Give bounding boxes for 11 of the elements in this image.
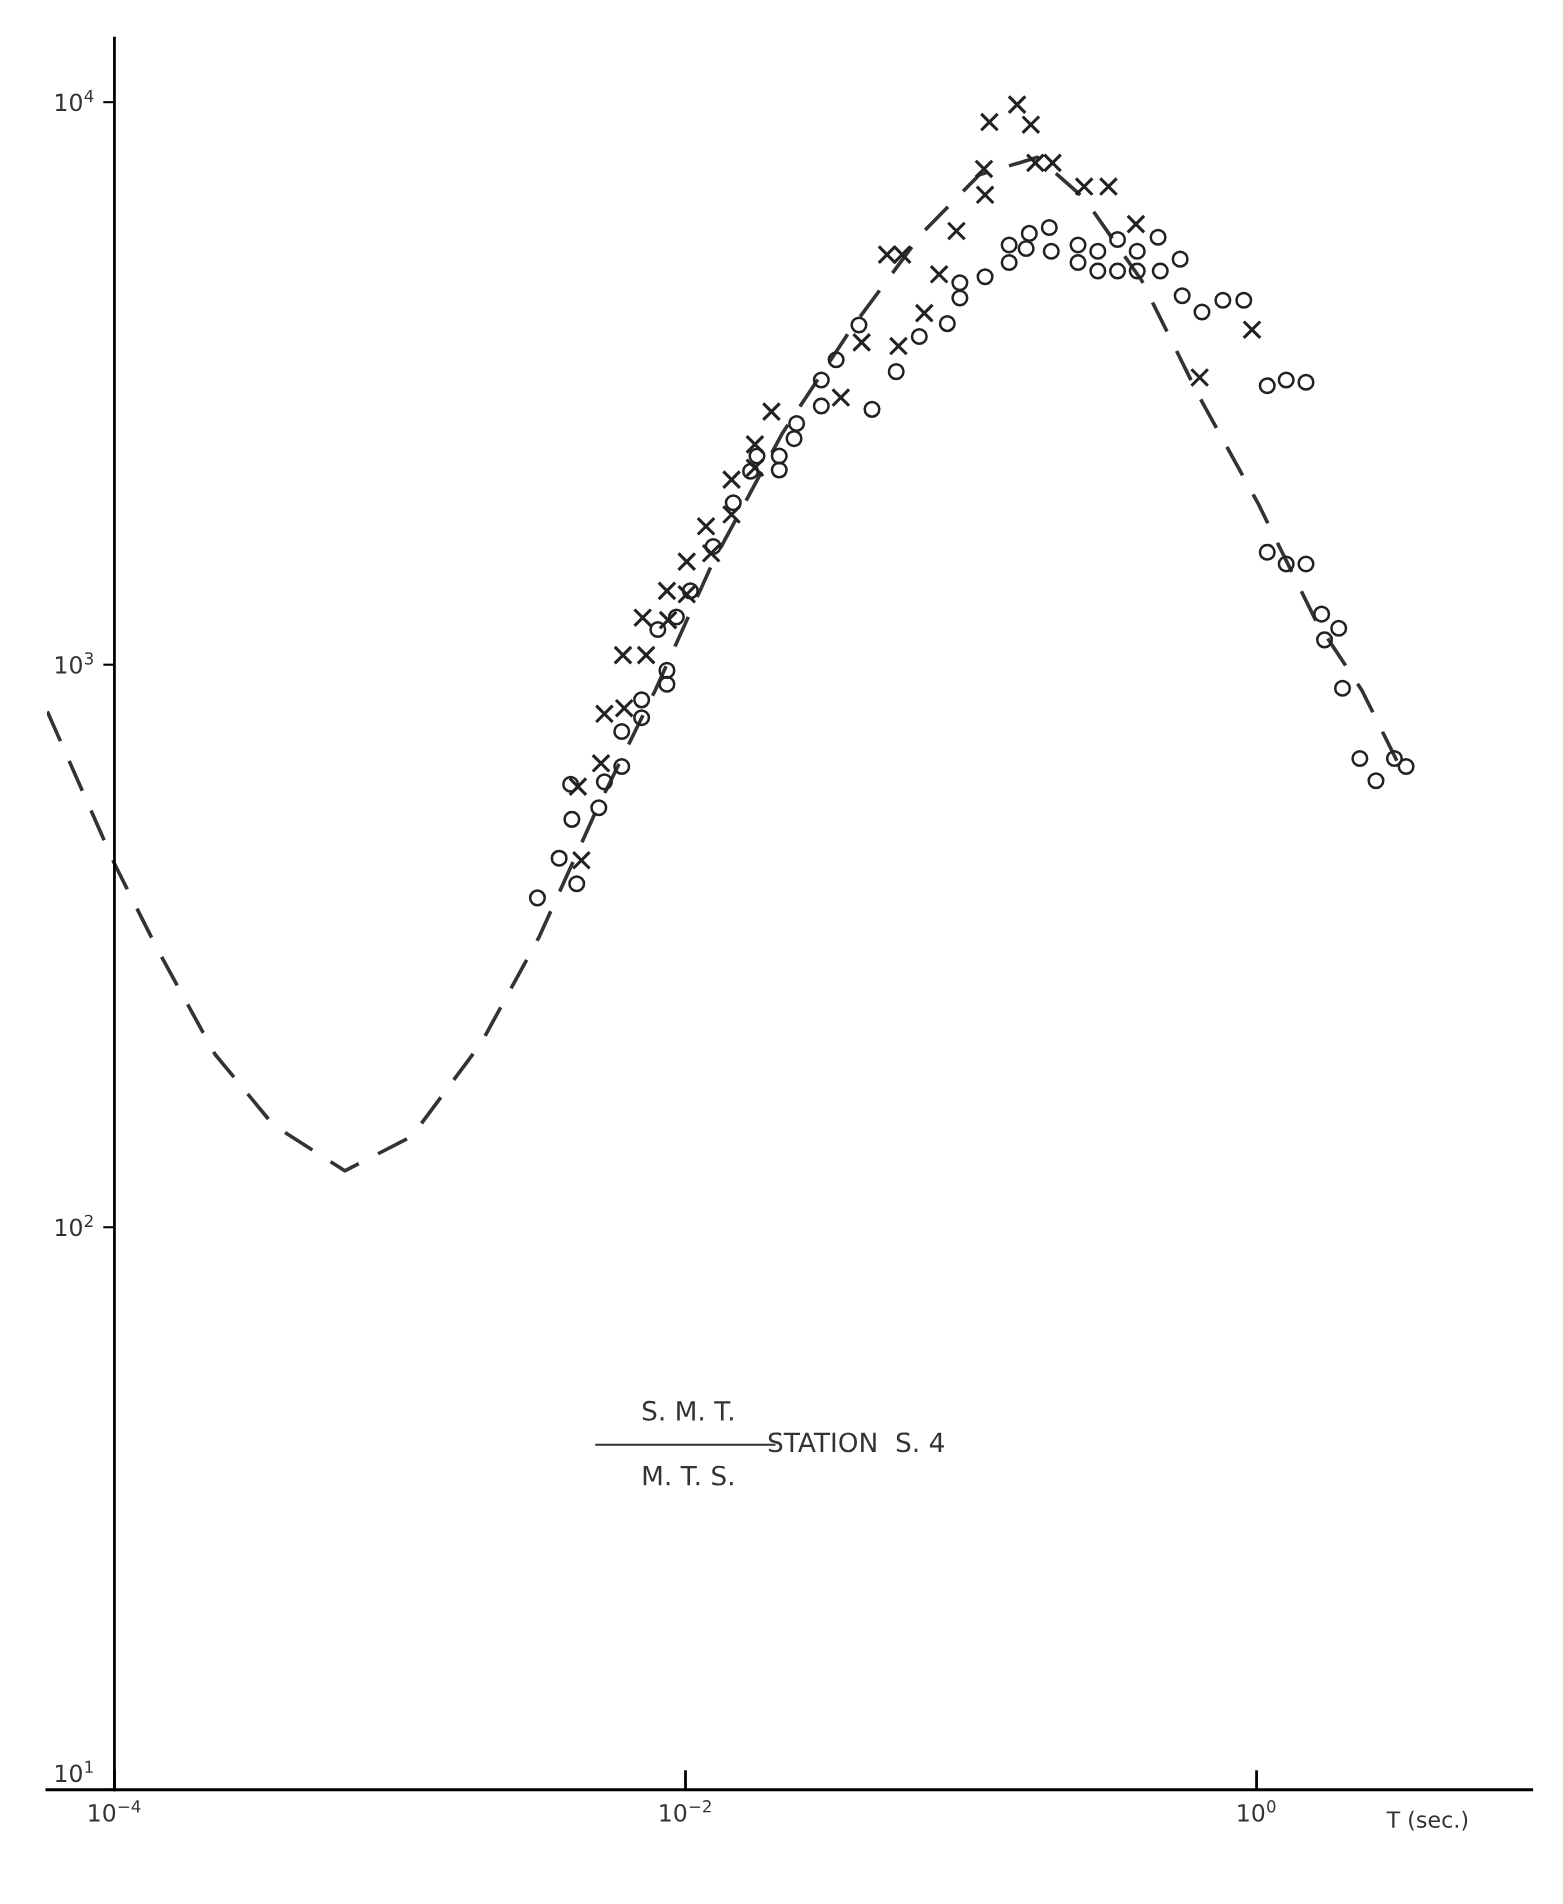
- y-tick-label: 10$^{2}$: [56, 1214, 93, 1237]
- annotation: M. T. S.: [643, 1465, 733, 1486]
- x-tick-label: 10$^{−2}$: [660, 1800, 711, 1822]
- x-tick-label: 10$^{−4}$: [89, 1800, 141, 1822]
- annotation: STATION S. 4: [768, 1432, 944, 1453]
- y-tick-label: 10$^{4}$: [56, 89, 94, 112]
- y-tick-label: 10$^{3}$: [56, 652, 93, 674]
- x-axis-title: T (sec.): [1386, 1810, 1468, 1831]
- annotation: S. M. T.: [642, 1400, 733, 1421]
- y-tick-label: 10$^{1}$: [56, 1760, 93, 1783]
- x-tick-label: 10$^{0}$: [1238, 1800, 1276, 1822]
